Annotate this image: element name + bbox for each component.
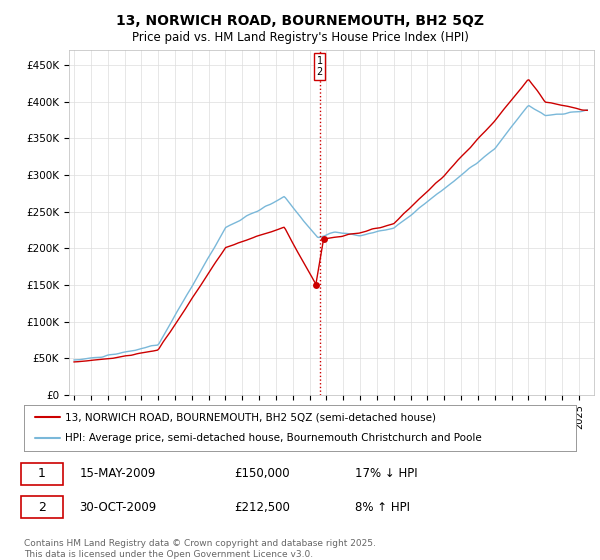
Text: 17% ↓ HPI: 17% ↓ HPI xyxy=(355,467,418,480)
Text: 8% ↑ HPI: 8% ↑ HPI xyxy=(355,501,410,514)
Text: 1
2: 1 2 xyxy=(317,56,323,77)
FancyBboxPatch shape xyxy=(21,496,62,519)
Text: 15-MAY-2009: 15-MAY-2009 xyxy=(79,467,155,480)
Text: 1: 1 xyxy=(38,467,46,480)
Text: HPI: Average price, semi-detached house, Bournemouth Christchurch and Poole: HPI: Average price, semi-detached house,… xyxy=(65,433,482,444)
Text: 13, NORWICH ROAD, BOURNEMOUTH, BH2 5QZ (semi-detached house): 13, NORWICH ROAD, BOURNEMOUTH, BH2 5QZ (… xyxy=(65,412,436,422)
FancyBboxPatch shape xyxy=(21,463,62,485)
Text: £212,500: £212,500 xyxy=(234,501,290,514)
Text: 30-OCT-2009: 30-OCT-2009 xyxy=(79,501,157,514)
Text: Price paid vs. HM Land Registry's House Price Index (HPI): Price paid vs. HM Land Registry's House … xyxy=(131,31,469,44)
Text: 2: 2 xyxy=(38,501,46,514)
Text: 13, NORWICH ROAD, BOURNEMOUTH, BH2 5QZ: 13, NORWICH ROAD, BOURNEMOUTH, BH2 5QZ xyxy=(116,14,484,28)
Text: Contains HM Land Registry data © Crown copyright and database right 2025.
This d: Contains HM Land Registry data © Crown c… xyxy=(24,539,376,559)
Text: £150,000: £150,000 xyxy=(234,467,289,480)
